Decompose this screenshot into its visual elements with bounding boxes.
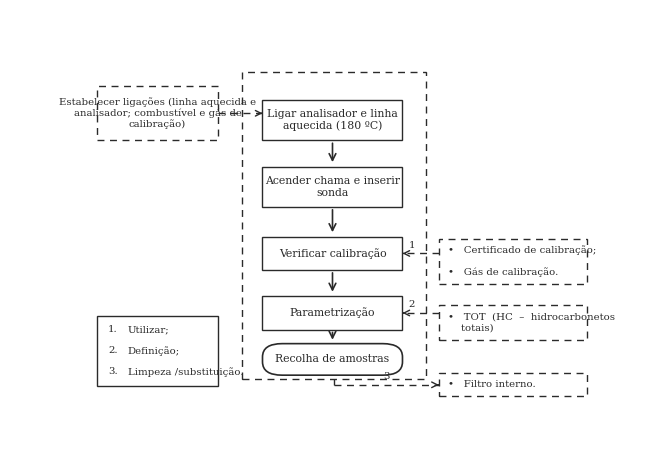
- Text: •   Certificado de calibração;

•   Gás de calibração.: • Certificado de calibração; • Gás de ca…: [448, 246, 597, 277]
- Bar: [439, 238, 587, 284]
- Text: Recolha de amostras: Recolha de amostras: [276, 354, 389, 364]
- Text: 3.: 3.: [108, 367, 118, 376]
- Bar: [242, 72, 425, 379]
- Bar: [439, 374, 587, 396]
- Text: 3: 3: [383, 372, 389, 380]
- Text: 2.: 2.: [108, 346, 118, 355]
- Text: Definição;: Definição;: [128, 346, 180, 355]
- Text: Estabelecer ligações (linha aquecida e
analisador; combustível e gás de
calibraç: Estabelecer ligações (linha aquecida e a…: [59, 97, 256, 129]
- Text: Utilizar;: Utilizar;: [128, 325, 169, 334]
- Bar: [262, 237, 403, 270]
- Bar: [262, 167, 403, 207]
- Text: •   Filtro interno.: • Filtro interno.: [448, 380, 536, 389]
- Text: Parametrização: Parametrização: [290, 308, 375, 318]
- Text: Limpeza /substituição.: Limpeza /substituição.: [128, 367, 244, 377]
- Text: 1.: 1.: [108, 325, 118, 334]
- Bar: [262, 296, 403, 329]
- Bar: [262, 100, 403, 141]
- Text: Ligar analisador e linha
aquecida (180 ºC): Ligar analisador e linha aquecida (180 º…: [267, 109, 398, 131]
- Bar: [96, 316, 218, 386]
- Bar: [96, 86, 218, 141]
- Text: Acender chama e inserir
sonda: Acender chama e inserir sonda: [265, 176, 400, 197]
- Text: •   TOT  (HC  –  hidrocarbonetos
    totais): • TOT (HC – hidrocarbonetos totais): [448, 313, 615, 332]
- Bar: [439, 305, 587, 340]
- Text: 1: 1: [409, 241, 415, 250]
- Text: Verificar calibração: Verificar calibração: [279, 248, 386, 259]
- Text: 2: 2: [409, 300, 415, 309]
